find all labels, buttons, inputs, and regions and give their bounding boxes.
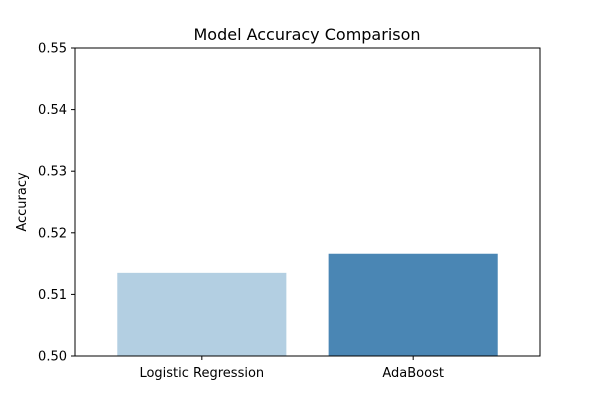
y-ticks-group: 0.50 0.51 0.52 0.53 0.54 0.55 bbox=[38, 42, 75, 365]
y-tick-label: 0.54 bbox=[38, 103, 67, 118]
plot-frame bbox=[74, 47, 541, 357]
chart-title: Model Accuracy Comparison bbox=[193, 25, 420, 44]
y-tick-label: 0.51 bbox=[38, 288, 67, 303]
bar-adaboost bbox=[328, 253, 498, 356]
bars-group bbox=[117, 253, 498, 356]
y-tick-label: 0.53 bbox=[38, 165, 67, 180]
y-axis-label: Accuracy bbox=[15, 172, 30, 232]
y-tick-label: 0.55 bbox=[38, 42, 67, 57]
x-tick-label: AdaBoost bbox=[382, 366, 444, 381]
y-tick-label: 0.50 bbox=[38, 350, 67, 365]
x-tick-label: Logistic Regression bbox=[139, 366, 264, 381]
x-ticks-group: Logistic Regression AdaBoost bbox=[139, 356, 444, 381]
bar-logistic-regression bbox=[117, 272, 287, 356]
y-tick-label: 0.52 bbox=[38, 226, 67, 241]
